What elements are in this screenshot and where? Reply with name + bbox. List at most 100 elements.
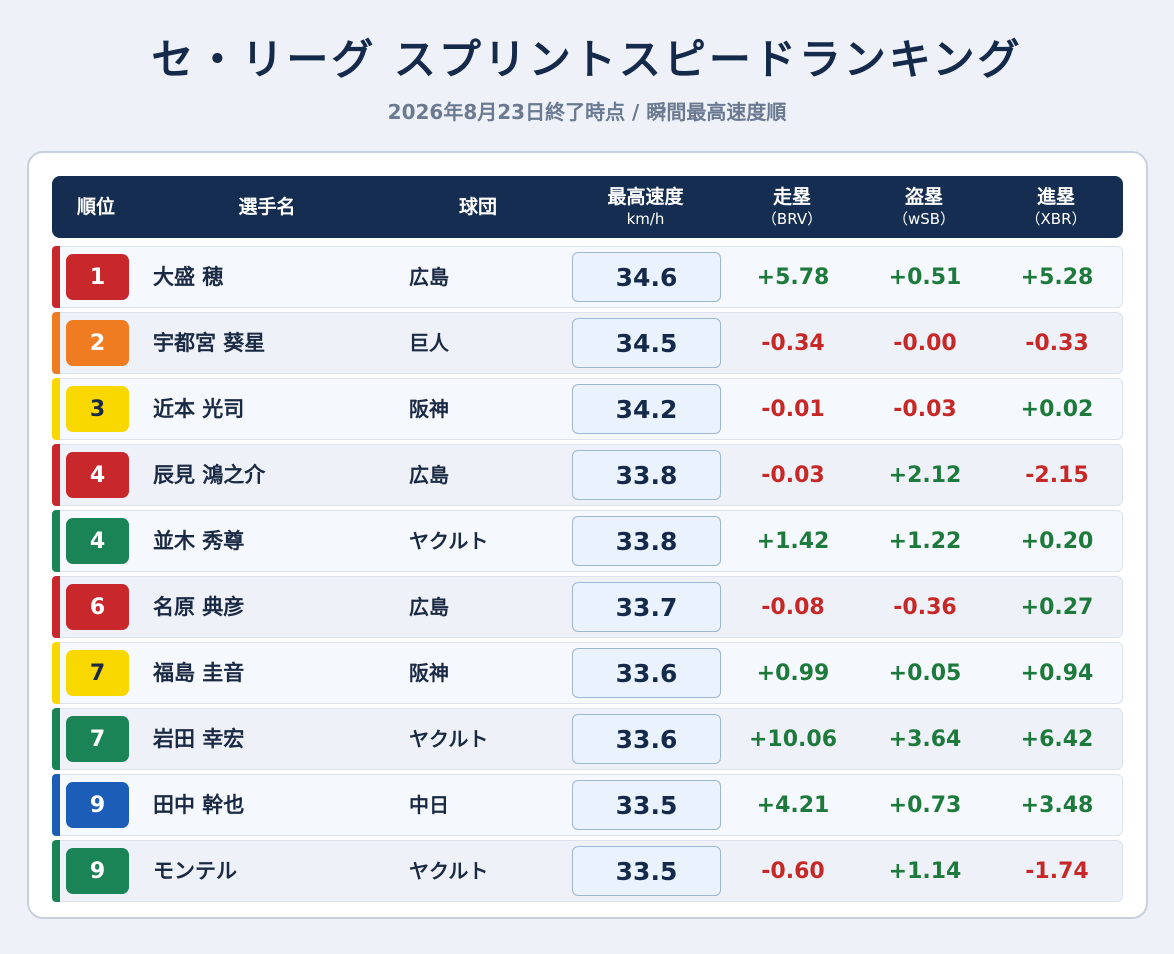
max-speed-value: 33.5 (572, 780, 721, 830)
team-name: 広島 (409, 265, 449, 289)
max-speed-value: 33.6 (572, 648, 721, 698)
rank-badge: 4 (66, 518, 129, 564)
player-name: 並木 秀尊 (153, 529, 245, 553)
header-rank: 順位 (52, 176, 140, 238)
rank-badge: 9 (66, 782, 129, 828)
brv-value: -0.60 (761, 859, 825, 884)
table-row: 9 モンテル ヤクルト 33.5 -0.60 +1.14 -1.74 (52, 840, 1123, 902)
team-name: ヤクルト (409, 727, 489, 751)
wsb-value: +3.64 (888, 727, 962, 752)
max-speed-value: 34.2 (572, 384, 721, 434)
header-xbr-sub: （XBR） (1025, 210, 1087, 228)
player-name: 近本 光司 (153, 397, 245, 421)
header-speed: 最高速度 km/h (571, 176, 720, 238)
table-header: 順位 選手名 球団 最高速度 km/h 走塁 （BRV） 盗塁 （wSB） 進塁… (52, 176, 1123, 238)
xbr-value: -1.74 (1025, 859, 1089, 884)
rank-badge: 7 (66, 650, 129, 696)
header-brv-sub: （BRV） (761, 210, 823, 228)
rank-badge: 2 (66, 320, 129, 366)
header-xbr: 進塁 （XBR） (996, 176, 1116, 238)
player-name: 岩田 幸宏 (153, 727, 245, 751)
team-name: 阪神 (409, 661, 449, 685)
team-name: 中日 (409, 793, 449, 817)
wsb-value: +2.12 (888, 463, 962, 488)
brv-value: +5.78 (756, 265, 830, 290)
xbr-value: +5.28 (1020, 265, 1094, 290)
header-xbr-label: 進塁 (1036, 186, 1075, 208)
team-name: 巨人 (409, 331, 449, 355)
max-speed-value: 34.5 (572, 318, 721, 368)
wsb-value: -0.03 (893, 397, 957, 422)
header-player: 選手名 (152, 176, 382, 238)
wsb-value: -0.00 (893, 331, 957, 356)
wsb-value: +1.22 (888, 529, 962, 554)
brv-value: +0.99 (756, 661, 830, 686)
team-name: 広島 (409, 463, 449, 487)
table-row: 7 岩田 幸宏 ヤクルト 33.6 +10.06 +3.64 +6.42 (52, 708, 1123, 770)
table-row: 4 並木 秀尊 ヤクルト 33.8 +1.42 +1.22 +0.20 (52, 510, 1123, 572)
team-color-stripe (52, 576, 60, 638)
table-row: 7 福島 圭音 阪神 33.6 +0.99 +0.05 +0.94 (52, 642, 1123, 704)
table-row: 2 宇都宮 葵星 巨人 34.5 -0.34 -0.00 -0.33 (52, 312, 1123, 374)
team-name: 阪神 (409, 397, 449, 421)
team-color-stripe (52, 774, 60, 836)
player-name: 名原 典彦 (153, 595, 245, 619)
header-player-label: 選手名 (238, 196, 296, 218)
brv-value: +1.42 (756, 529, 830, 554)
header-brv-label: 走塁 (772, 186, 811, 208)
team-color-stripe (52, 246, 60, 308)
team-name: ヤクルト (409, 529, 489, 553)
xbr-value: +0.27 (1020, 595, 1094, 620)
header-team: 球団 (408, 176, 548, 238)
wsb-value: -0.36 (893, 595, 957, 620)
max-speed-value: 33.8 (572, 450, 721, 500)
xbr-value: +0.02 (1020, 397, 1094, 422)
team-color-stripe (52, 510, 60, 572)
rank-badge: 9 (66, 848, 129, 894)
team-name: ヤクルト (409, 859, 489, 883)
max-speed-value: 33.8 (572, 516, 721, 566)
wsb-value: +0.05 (888, 661, 962, 686)
wsb-value: +0.51 (888, 265, 962, 290)
brv-value: -0.01 (761, 397, 825, 422)
max-speed-value: 34.6 (572, 252, 721, 302)
team-color-stripe (52, 312, 60, 374)
page-subtitle: 2026年8月23日終了時点 / 瞬間最高速度順 (387, 100, 787, 124)
rank-badge: 7 (66, 716, 129, 762)
brv-value: -0.03 (761, 463, 825, 488)
brv-value: +10.06 (748, 727, 838, 752)
header-team-label: 球団 (458, 196, 497, 218)
rank-badge: 4 (66, 452, 129, 498)
table-row: 9 田中 幹也 中日 33.5 +4.21 +0.73 +3.48 (52, 774, 1123, 836)
page-title: セ・リーグ スプリントスピードランキング (151, 35, 1023, 84)
rank-badge: 1 (66, 254, 129, 300)
header-rank-label: 順位 (76, 196, 115, 218)
header-brv: 走塁 （BRV） (732, 176, 852, 238)
brv-value: +4.21 (756, 793, 830, 818)
team-color-stripe (52, 840, 60, 902)
brv-value: -0.08 (761, 595, 825, 620)
table-row: 6 名原 典彦 広島 33.7 -0.08 -0.36 +0.27 (52, 576, 1123, 638)
player-name: 辰見 鴻之介 (153, 463, 266, 487)
header-speed-unit: km/h (626, 210, 665, 228)
player-name: 福島 圭音 (153, 661, 245, 685)
max-speed-value: 33.7 (572, 582, 721, 632)
header-wsb-sub: （wSB） (892, 210, 956, 228)
xbr-value: +6.42 (1020, 727, 1094, 752)
player-name: モンテル (153, 859, 237, 883)
brv-value: -0.34 (761, 331, 825, 356)
team-color-stripe (52, 708, 60, 770)
header-speed-label: 最高速度 (607, 186, 684, 208)
player-name: 田中 幹也 (153, 793, 245, 817)
xbr-value: +0.94 (1020, 661, 1094, 686)
team-name: 広島 (409, 595, 449, 619)
header-wsb-label: 盗塁 (904, 186, 943, 208)
xbr-value: -0.33 (1025, 331, 1089, 356)
table-row: 3 近本 光司 阪神 34.2 -0.01 -0.03 +0.02 (52, 378, 1123, 440)
table-row: 4 辰見 鴻之介 広島 33.8 -0.03 +2.12 -2.15 (52, 444, 1123, 506)
table-row: 1 大盛 穂 広島 34.6 +5.78 +0.51 +5.28 (52, 246, 1123, 308)
xbr-value: +3.48 (1020, 793, 1094, 818)
header-wsb: 盗塁 （wSB） (864, 176, 984, 238)
max-speed-value: 33.6 (572, 714, 721, 764)
rank-badge: 6 (66, 584, 129, 630)
